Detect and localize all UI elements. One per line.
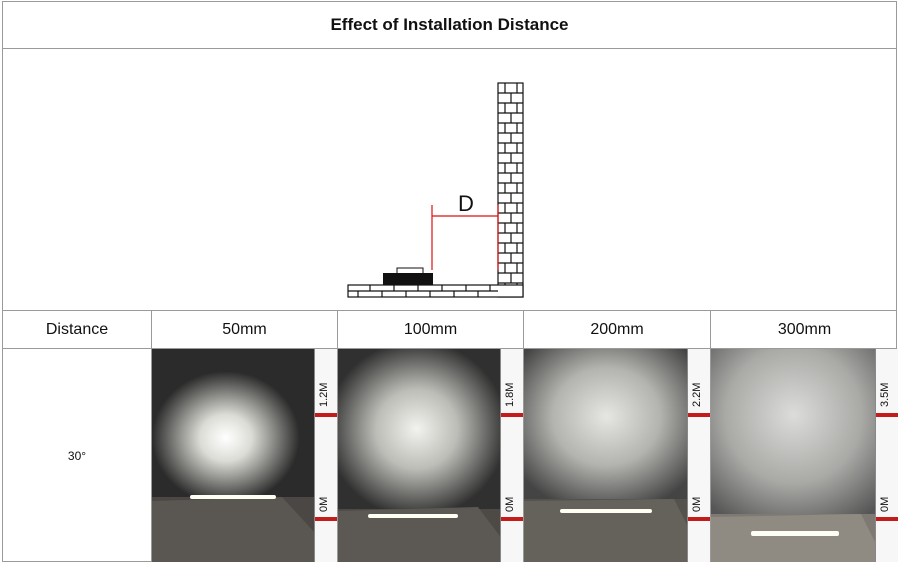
ruler-top-label: 1.2M <box>318 382 330 407</box>
ruler-top-mark <box>688 413 710 417</box>
ruler-top-mark <box>876 413 898 417</box>
ruler-bottom-mark <box>688 517 710 521</box>
ruler-bottom-mark <box>315 517 337 521</box>
photo-50mm: 1.2M 0M <box>152 349 338 562</box>
light-fixture <box>383 267 433 285</box>
photo-scene-300mm <box>711 349 876 562</box>
photo-scene-100mm <box>338 349 502 562</box>
height-ruler: 1.8M 0M <box>500 349 523 562</box>
ruler-bottom-label: 0M <box>504 496 516 512</box>
photo-100mm: 1.8M 0M <box>338 349 524 562</box>
ruler-bottom-mark <box>876 517 898 521</box>
beam-angle: 30° <box>3 349 152 562</box>
ruler-top-mark <box>315 413 337 417</box>
header-50mm: 50mm <box>152 311 338 348</box>
installation-diagram-svg: D <box>347 82 524 298</box>
ruler-top-mark <box>501 413 523 417</box>
photo-scene-200mm <box>524 349 689 562</box>
distance-label: D <box>458 191 474 216</box>
result-row: 30° 1.2M 0M <box>3 349 898 562</box>
photo-300mm: 3.5M 0M <box>711 349 898 562</box>
header-row: Distance 50mm 100mm 200mm 300mm <box>3 311 896 349</box>
page-title: Effect of Installation Distance <box>330 15 569 34</box>
ruler-bottom-label: 0M <box>879 496 891 512</box>
height-ruler: 3.5M 0M <box>875 349 898 562</box>
installation-diagram: D <box>3 48 896 311</box>
brick-wall <box>497 82 524 298</box>
header-distance: Distance <box>3 311 152 348</box>
height-ruler: 1.2M 0M <box>314 349 337 562</box>
header-300mm: 300mm <box>777 320 832 338</box>
brick-floor <box>347 284 524 298</box>
height-ruler: 2.2M 0M <box>687 349 710 562</box>
ruler-bottom-label: 0M <box>318 496 330 512</box>
ruler-top-label: 2.2M <box>691 382 703 407</box>
ruler-top-label: 1.8M <box>504 382 516 407</box>
distance-marker <box>431 205 499 270</box>
header-200mm: 200mm <box>524 311 711 348</box>
ruler-top-label: 3.5M <box>879 382 891 407</box>
photo-scene-50mm <box>152 349 316 562</box>
ruler-bottom-label: 0M <box>691 496 703 512</box>
ruler-bottom-mark <box>501 517 523 521</box>
title-row: Effect of Installation Distance <box>3 2 896 49</box>
photo-200mm: 2.2M 0M <box>524 349 711 562</box>
header-100mm: 100mm <box>338 311 524 348</box>
